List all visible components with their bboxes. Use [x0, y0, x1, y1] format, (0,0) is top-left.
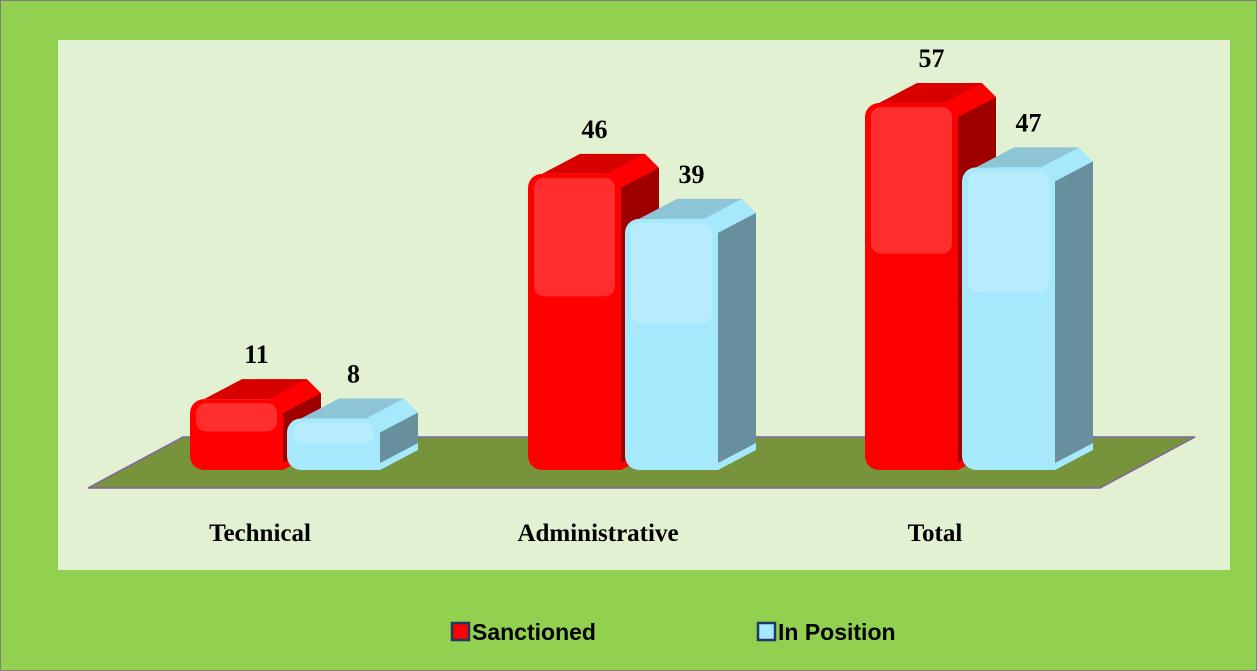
x-tick-label: Total [908, 520, 963, 547]
data-label: 11 [244, 340, 269, 369]
bar [962, 147, 1093, 470]
bar-top [976, 147, 1079, 182]
legend-label: In Position [778, 619, 896, 645]
bar [287, 398, 418, 470]
bar-top-shade [204, 379, 307, 400]
bar-top [879, 83, 982, 117]
data-label: 39 [679, 160, 705, 189]
data-label: 46 [582, 115, 608, 144]
bar-top [639, 198, 742, 233]
bar-front-shine [196, 403, 277, 432]
bar-front [625, 218, 718, 470]
x-tick-label: Technical [209, 520, 311, 547]
bar-side-shade [380, 412, 418, 463]
bar-front-shine [293, 422, 374, 444]
legend-label: Sanctioned [472, 619, 596, 645]
bar-top-shade [976, 147, 1079, 168]
bar-front [865, 103, 958, 470]
bar-front-shine [534, 177, 615, 297]
data-label: 8 [347, 359, 360, 388]
bar-front-shine [871, 107, 952, 254]
bar-top-shade [879, 83, 982, 103]
bar-top [542, 153, 645, 188]
bar-front [190, 399, 283, 470]
bar-front-shine [631, 222, 712, 324]
bar-front [962, 167, 1055, 470]
bar [625, 198, 756, 471]
bar-front-shine [968, 171, 1049, 293]
data-label: 57 [919, 44, 945, 73]
bar-side-shade [718, 212, 756, 463]
bar-front [528, 173, 621, 470]
bar-top [301, 398, 404, 433]
data-label: 47 [1016, 108, 1042, 137]
bar-top-shade [301, 398, 404, 419]
bar-top-shade [639, 198, 742, 219]
x-tick-label: Administrative [517, 520, 678, 547]
bar-top [204, 379, 307, 414]
bar-top-shade [542, 153, 645, 174]
bar-front [287, 418, 380, 470]
bar-side-shade [1055, 161, 1093, 463]
legend-swatch [450, 621, 471, 642]
legend-swatch [756, 621, 777, 642]
